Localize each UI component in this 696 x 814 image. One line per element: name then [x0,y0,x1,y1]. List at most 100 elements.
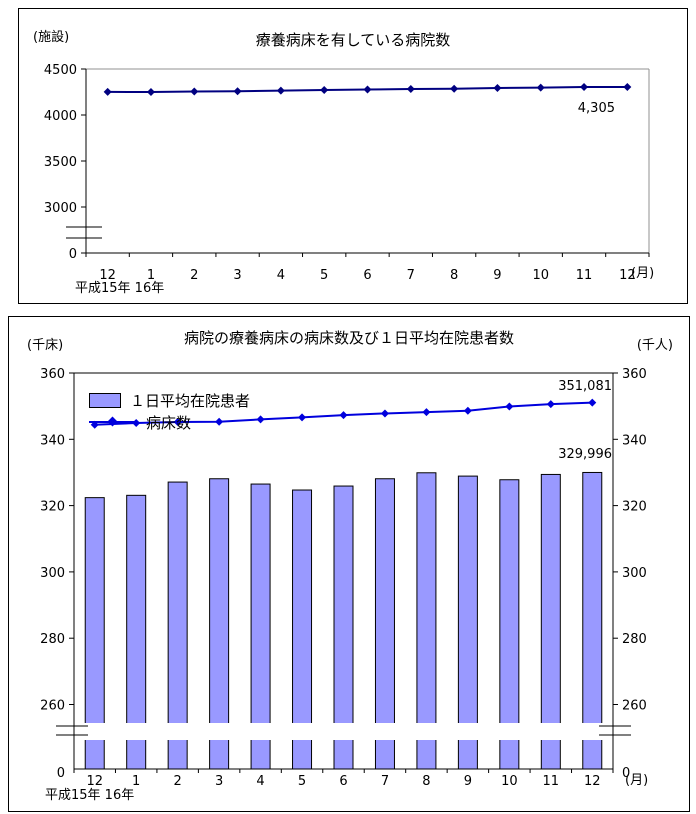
month-label: 1 [132,774,140,789]
month-label: 10 [532,268,549,283]
month-label: 11 [576,268,593,283]
patients-bar [209,478,230,770]
legend-beds-label: 病床数 [146,413,192,432]
line-marker-icon [90,420,99,429]
month-label: 2 [190,268,198,283]
patients-bar [292,489,313,770]
month-label: 7 [407,268,415,283]
month-label: 8 [422,774,430,789]
month-label: 5 [320,268,328,283]
right-y-tick-label: 360 [622,367,647,382]
line-marker-icon [422,408,431,417]
legend-patients-label: １日平均在院患者 [130,391,251,410]
line-marker-icon [173,418,182,427]
right-y-tick-label: 260 [622,699,647,714]
line-marker-icon [103,87,112,96]
patients-bar [582,471,603,770]
y-tick-label: 3500 [44,155,77,170]
right-y-tick-label: 320 [622,500,647,515]
line-marker-icon [233,87,242,96]
left-y-zero-label: 0 [57,766,65,781]
month-label: 12 [619,268,636,283]
left-y-tick-label: 300 [40,566,65,581]
line-marker-icon [406,84,415,93]
bar-swatch-icon [89,392,121,408]
month-label: 8 [450,268,458,283]
patients-bar [126,494,147,770]
month-label: 12 [99,268,116,283]
patients-last-value-label: 329,996 [558,447,612,462]
diamond-marker-icon [107,416,118,426]
line-marker-icon [588,398,597,407]
chart-hospitals-box: 4500 4000 3500 3000 0 12 1 2 3 4 5 6 7 8 9 10 11 12 療養病床を… [18,8,688,304]
month-label: 3 [215,774,223,789]
line-marker-icon [256,415,265,424]
month-label: 12 [584,774,601,789]
line-marker-icon [190,87,199,96]
y-tick-label: 4000 [44,109,77,124]
line-marker-icon [320,85,329,94]
month-label: 1 [147,268,155,283]
line-marker-icon [339,411,348,420]
right-y-zero-label: 0 [622,766,630,781]
patients-bar [499,479,520,770]
left-y-tick-label: 340 [40,433,65,448]
left-y-unit-label: (千床) [27,338,64,353]
hospitals-last-value-label: 4,305 [577,101,615,116]
month-label: 7 [381,774,389,789]
legend: １日平均在院患者 病床数 [89,389,250,433]
left-y-tick-label: 320 [40,500,65,515]
line-marker-icon [505,402,514,411]
beds-patients-title: 病院の療養病床の病床数及び１日平均在院患者数 [183,329,514,347]
month-label: 3 [233,268,241,283]
axis-break-band [75,723,612,740]
right-y-tick-label: 300 [622,566,647,581]
patients-bar [167,481,188,770]
line-marker-icon [298,413,307,422]
month-label: 12 [86,774,103,789]
patients-bar [374,478,395,770]
right-y-unit-label: (千人) [636,338,673,353]
legend-item-patients: １日平均在院患者 [89,389,250,411]
beds-x-unit-label: (月) [625,773,649,788]
month-label: 10 [501,774,518,789]
line-marker-icon [580,83,589,92]
left-y-tick-label: 360 [40,367,65,382]
line-marker-icon [463,406,472,415]
line-marker-icon [276,86,285,95]
patients-bar [416,472,437,770]
hospitals-x-unit-label: (月) [631,266,655,281]
hospitals-title: 療養病床を有している病院数 [255,31,451,49]
line-marker-icon [450,84,459,93]
right-y-tick-label: 280 [622,632,647,647]
line-swatch-icon [89,416,137,429]
legend-item-beds: 病床数 [89,411,250,433]
beds-last-value-label: 351,081 [558,379,612,394]
month-label: 9 [493,268,501,283]
line-marker-icon [380,409,389,418]
month-label: 9 [464,774,472,789]
patients-bar [540,473,561,770]
patients-bar [457,475,478,770]
month-label: 4 [256,774,264,789]
line-marker-icon [623,82,632,91]
hospitals-y-unit-label: (施設) [33,30,70,45]
hospitals-year-note: 平成15年 16年 [75,281,165,296]
left-y-tick-label: 280 [40,632,65,647]
month-label: 2 [174,774,182,789]
month-label: 4 [277,268,285,283]
month-label: 11 [543,774,560,789]
y-zero-label: 0 [69,247,77,262]
line-marker-icon [363,85,372,94]
right-y-tick-label: 340 [622,433,647,448]
patients-bar [84,497,105,770]
line-marker-icon [536,83,545,92]
patients-bar [333,485,354,770]
beds-year-note: 平成15年 16年 [45,788,135,803]
line-marker-icon [546,400,555,409]
month-label: 6 [363,268,371,283]
y-tick-label: 3000 [44,201,77,216]
